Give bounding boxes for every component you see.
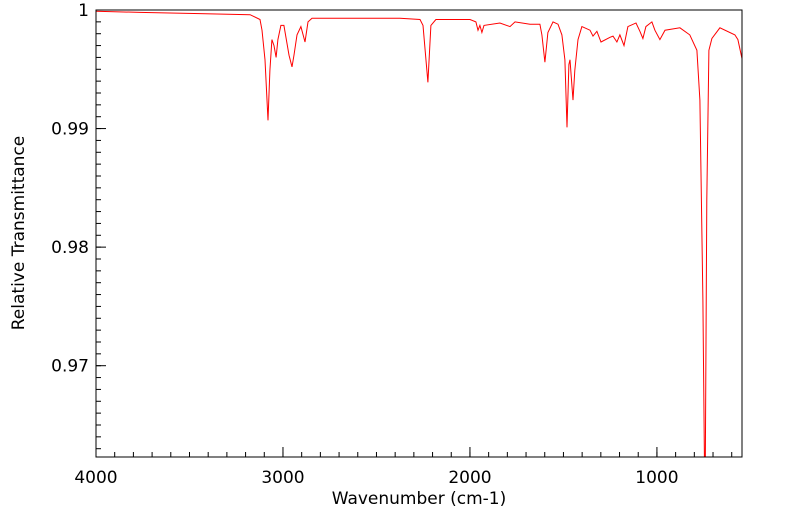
x-tick-label: 3000 — [261, 468, 304, 488]
minor-ticks — [95, 9, 733, 457]
spectrum-line — [96, 10, 742, 457]
x-tick-label: 4000 — [74, 468, 117, 488]
y-axis-label: Relative Transmittance — [9, 136, 29, 331]
x-tick-label: 2000 — [448, 468, 491, 488]
major-ticks — [95, 9, 658, 457]
plot-frame — [95, 9, 743, 458]
y-tick-label: 0.98 — [51, 238, 89, 258]
y-tick-label: 0.99 — [51, 120, 89, 140]
y-tick-label: 0.97 — [51, 357, 89, 377]
y-tick-label: 1 — [78, 1, 89, 21]
tick-labels: 4000 3000 2000 1000 1 0.99 0.98 0.97 — [51, 1, 678, 488]
x-tick-label: 1000 — [635, 468, 678, 488]
x-axis-label: Wavenumber (cm-1) — [332, 489, 507, 509]
